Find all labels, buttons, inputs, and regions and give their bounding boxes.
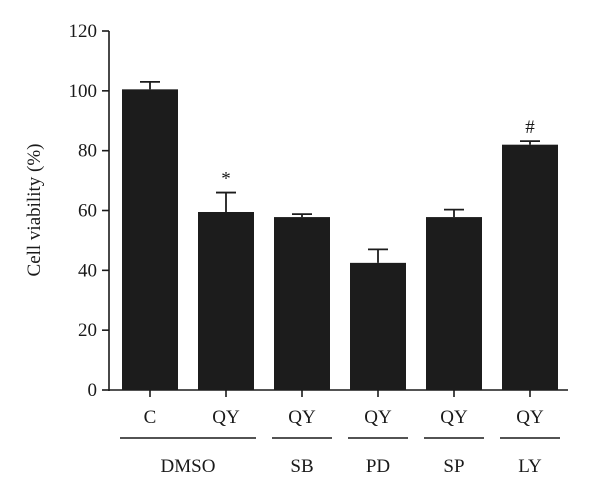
group-label: LY <box>518 456 542 477</box>
y-tick-label: 40 <box>78 260 97 281</box>
bars: *# <box>122 80 558 391</box>
bar <box>198 211 254 390</box>
y-tick-label: 60 <box>78 201 97 222</box>
x-tick-labels: C QY QY QY QY QY <box>144 390 544 428</box>
axes: 0 20 40 60 80 100 120 <box>69 21 568 401</box>
significance-marker: # <box>525 117 535 138</box>
y-tick-label: 0 <box>88 380 98 401</box>
y-tick-label: 100 <box>69 81 98 102</box>
group-label: DMSO <box>161 456 216 477</box>
bar <box>502 144 558 390</box>
x-tick-label: QY <box>364 407 392 428</box>
y-tick-label: 120 <box>69 21 98 42</box>
x-tick-label: QY <box>212 407 240 428</box>
bar <box>274 217 330 390</box>
bar <box>350 262 406 390</box>
y-axis-label: Cell viability (%) <box>24 144 45 277</box>
y-tick-label: 20 <box>78 320 97 341</box>
y-tick-label: 80 <box>78 141 97 162</box>
bar <box>426 217 482 390</box>
group-label: PD <box>366 456 390 477</box>
group-label: SB <box>290 456 313 477</box>
x-tick-label: C <box>144 407 157 428</box>
bar <box>122 89 178 391</box>
x-tick-label: QY <box>516 407 544 428</box>
group-label: SP <box>443 456 464 477</box>
significance-marker: * <box>221 169 231 190</box>
group-labels: DMSO SB PD SP LY <box>120 437 560 477</box>
x-tick-label: QY <box>288 407 316 428</box>
x-tick-label: QY <box>440 407 468 428</box>
